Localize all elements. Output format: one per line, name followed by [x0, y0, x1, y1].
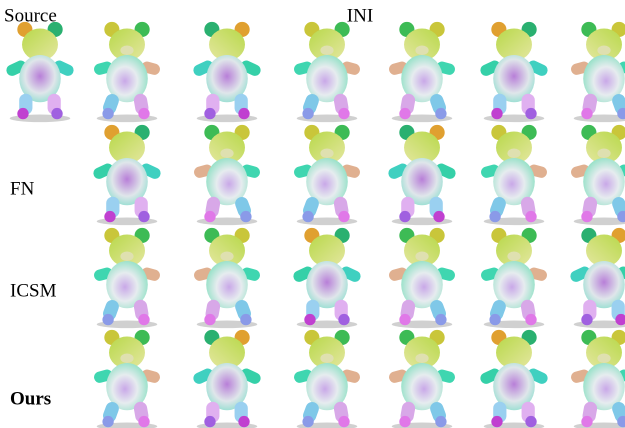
bear-render [92, 329, 162, 428]
bear-render [479, 124, 549, 226]
bear-render [291, 227, 363, 329]
source-label: Source [4, 5, 57, 26]
bear-render [192, 124, 262, 226]
bear-render [92, 21, 162, 123]
bear-render [91, 124, 163, 226]
bear-render [569, 21, 625, 123]
bear-render [92, 227, 162, 329]
bear-render [292, 124, 362, 226]
bear-render [478, 329, 550, 428]
bear-render [387, 329, 457, 428]
bear-render [191, 21, 263, 123]
bear-render [292, 329, 362, 428]
bear-render [292, 21, 362, 123]
bear-render [191, 329, 263, 428]
bear-render [387, 227, 457, 329]
method-label: INI [347, 5, 373, 26]
bear-render [386, 124, 458, 226]
bear-render [387, 21, 457, 123]
bear-render [569, 124, 625, 226]
bear-render [568, 227, 625, 329]
bear-render [478, 21, 550, 123]
row-label: FN [10, 178, 35, 199]
row-label: ICSM [10, 280, 57, 301]
renders [4, 21, 625, 428]
bear-render [479, 227, 549, 329]
bear-render [569, 329, 625, 428]
bear-render [192, 227, 262, 329]
row-label: Ours [10, 388, 51, 409]
bear-render [4, 21, 76, 123]
